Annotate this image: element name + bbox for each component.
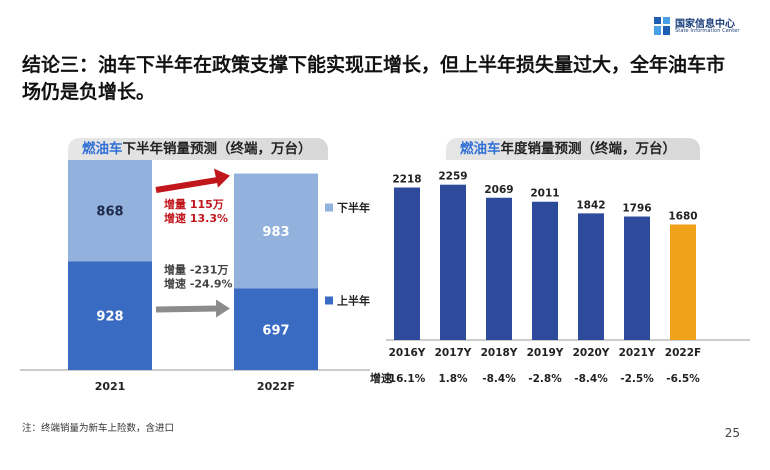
growth-value-2017Y: 1.8% <box>438 373 468 385</box>
x-tick-2021: 2021 <box>95 380 126 393</box>
bar-2020Y <box>578 213 604 340</box>
logo-cn-text: 国家信息中心 <box>675 19 735 30</box>
footnote: 注：终端销量为新车上险数，含进口 <box>22 423 175 434</box>
logo-mark-icon <box>654 17 670 35</box>
right-panel-title: 燃油车年度销量预测（终端，万台） <box>446 138 700 160</box>
legend-label-first-half: 上半年 <box>337 294 370 308</box>
right-title-rest: 年度销量预测（终端，万台） <box>500 141 677 157</box>
bar-first-half-2022F <box>234 288 318 370</box>
annual-sales-bar-chart: 2218 2016Y 16.1% 2259 2017Y 1.8% 2069 2018Y -8.4… <box>370 171 750 385</box>
growth-value-2022F: -6.5% <box>666 373 700 385</box>
value-label-2020Y: 1842 <box>576 199 605 211</box>
legend-swatch-second-half <box>325 203 333 212</box>
label-first-half-2021: 928 <box>96 310 123 325</box>
slide-headline: 结论三：油车下半年在政策支撑下能实现正增长，但上半年损失量过大，全年油车市场仍是… <box>22 54 726 103</box>
bar-second-half-2021 <box>68 160 152 262</box>
left-title-accent: 燃油车 <box>82 141 123 157</box>
increase-arrow-shaft <box>155 176 221 193</box>
growth-row-label: 增速 <box>370 371 392 385</box>
decrease-annotation-line-1: 增速 -24.9% <box>164 276 233 290</box>
value-label-2018Y: 2069 <box>484 184 513 196</box>
logo-en-text: State Information Center <box>675 28 740 34</box>
bar-2019Y <box>532 201 558 340</box>
bar-first-half-2021 <box>68 261 152 370</box>
value-label-2021Y: 1796 <box>622 203 651 215</box>
x-tick-2018Y: 2018Y <box>481 347 518 359</box>
x-tick-2017Y: 2017Y <box>435 347 472 359</box>
label-first-half-2022F: 697 <box>262 323 289 338</box>
brand-logo: 国家信息中心 State Information Center <box>654 14 760 38</box>
decrease-arrow-head <box>216 299 230 318</box>
left-panel-title: 燃油车下半年销量预测（终端，万台） <box>68 138 328 160</box>
decrease-arrow-shaft <box>155 305 219 313</box>
bar-2022F <box>670 224 696 340</box>
bar-2018Y <box>486 197 512 340</box>
legend-label-second-half: 下半年 <box>337 201 370 215</box>
page-number: 25 <box>724 426 740 440</box>
x-tick-2022F: 2022F <box>257 380 295 393</box>
x-tick-2016Y: 2016Y <box>389 347 426 359</box>
bar-2016Y <box>394 187 420 340</box>
label-second-half-2021: 868 <box>96 205 123 220</box>
value-label-2016Y: 2218 <box>392 174 421 186</box>
label-second-half-2022F: 983 <box>262 225 289 240</box>
value-label-2017Y: 2259 <box>438 171 467 183</box>
left-title-rest: 下半年销量预测（终端，万台） <box>122 141 312 157</box>
increase-arrow-head <box>214 168 230 188</box>
growth-value-2018Y: -8.4% <box>482 373 516 385</box>
bar-2021Y <box>624 216 650 340</box>
x-tick-2021Y: 2021Y <box>619 347 656 359</box>
growth-value-2019Y: -2.8% <box>528 373 562 385</box>
value-label-2019Y: 2011 <box>530 188 559 200</box>
bar-2017Y <box>440 184 466 340</box>
decrease-annotation-line-0: 增量 -231万 <box>164 262 228 276</box>
bar-second-half-2022F <box>234 173 318 289</box>
value-label-2022F: 1680 <box>668 211 697 223</box>
x-tick-2020Y: 2020Y <box>573 347 610 359</box>
right-title-accent: 燃油车 <box>460 141 501 157</box>
increase-annotation-line-1: 增速 13.3% <box>164 211 228 225</box>
growth-value-2020Y: -8.4% <box>574 373 608 385</box>
x-tick-2019Y: 2019Y <box>527 347 564 359</box>
growth-value-2021Y: -2.5% <box>620 373 654 385</box>
legend-swatch-first-half <box>325 296 333 305</box>
x-tick-2022F: 2022F <box>665 347 701 359</box>
increase-annotation-line-0: 增量 115万 <box>164 197 224 211</box>
growth-value-2016Y: 16.1% <box>389 373 426 385</box>
